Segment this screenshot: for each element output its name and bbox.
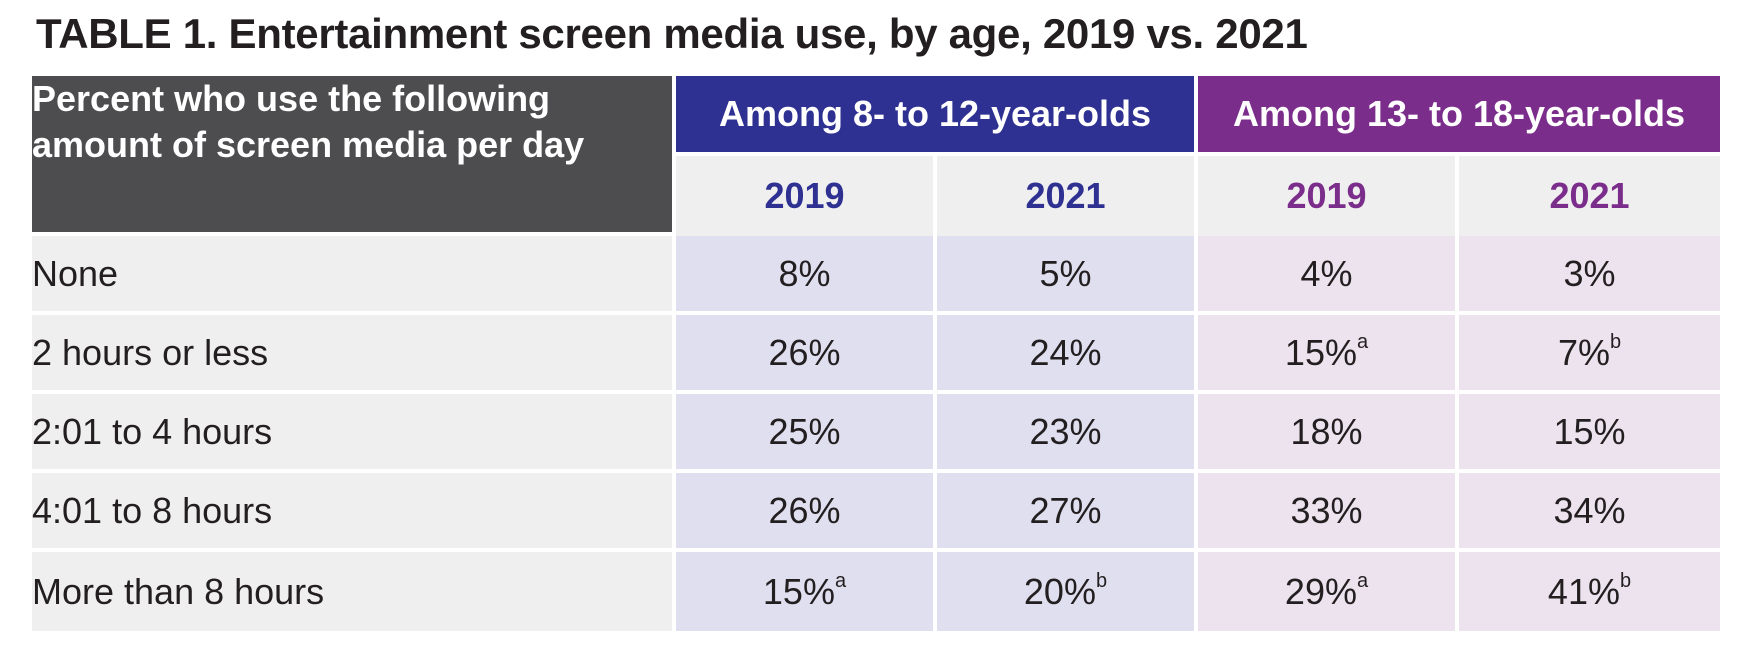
table-title: TABLE 1. Entertainment screen media use,… — [36, 10, 1308, 57]
group-header-8-12: Among 8- to 12-year-olds — [676, 76, 1199, 156]
row-label: None — [32, 236, 676, 315]
table-row: 4:01 to 8 hours 26% 27% 33% 34% — [32, 473, 1721, 552]
value-cell: 18% — [1198, 394, 1460, 473]
value-cell: 24% — [937, 315, 1199, 394]
value-cell: 15% — [1459, 394, 1721, 473]
year-header-13-18-2019: 2019 — [1198, 156, 1460, 236]
value-cell: 20%b — [937, 552, 1199, 631]
value-cell: 15%a — [676, 552, 937, 631]
value-text: 15% — [1553, 410, 1626, 452]
value-text: 27% — [1029, 489, 1102, 531]
table-row: 2 hours or less 26% 24% 15%a 7%b — [32, 315, 1721, 394]
value-cell: 26% — [676, 473, 937, 552]
value-text: 26% — [768, 489, 841, 531]
value-text: 33% — [1290, 489, 1363, 531]
table-row: None 8% 5% 4% 3% — [32, 236, 1721, 315]
value-cell: 23% — [937, 394, 1199, 473]
value-text: 20% — [1023, 570, 1096, 612]
year-header-8-12-2019: 2019 — [676, 156, 937, 236]
value-text: 25% — [768, 410, 841, 452]
row-label-header-line1: Percent who use the following — [32, 78, 551, 119]
value-cell: 5% — [937, 236, 1199, 315]
value-text: 34% — [1553, 489, 1626, 531]
significance-footnote-marker: a — [834, 569, 847, 592]
significance-footnote-marker: a — [1356, 569, 1369, 592]
row-label-header: Percent who use the following amount of … — [32, 76, 676, 236]
significance-footnote-marker: b — [1609, 330, 1622, 353]
row-label: 2:01 to 4 hours — [32, 394, 676, 473]
group-header-13-18: Among 13- to 18-year-olds — [1198, 76, 1721, 156]
value-cell: 27% — [937, 473, 1199, 552]
value-cell: 33% — [1198, 473, 1460, 552]
value-text: 15% — [1284, 331, 1357, 373]
value-text: 8% — [778, 252, 831, 294]
value-cell: 7%b — [1459, 315, 1721, 394]
value-cell: 25% — [676, 394, 937, 473]
row-label: 4:01 to 8 hours — [32, 473, 676, 552]
year-header-8-12-2021: 2021 — [937, 156, 1199, 236]
row-label-header-line2: amount of screen media per day — [32, 124, 585, 165]
value-text: 5% — [1039, 252, 1092, 294]
value-cell: 4% — [1198, 236, 1460, 315]
significance-footnote-marker: b — [1619, 569, 1632, 592]
value-cell: 8% — [676, 236, 937, 315]
value-cell: 41%b — [1459, 552, 1721, 631]
row-label: 2 hours or less — [32, 315, 676, 394]
value-text: 23% — [1029, 410, 1102, 452]
value-text: 26% — [768, 331, 841, 373]
value-text: 18% — [1290, 410, 1363, 452]
table-row: 2:01 to 4 hours 25% 23% 18% 15% — [32, 394, 1721, 473]
value-text: 4% — [1300, 252, 1353, 294]
value-text: 3% — [1563, 252, 1616, 294]
value-text: 7% — [1557, 331, 1610, 373]
significance-footnote-marker: a — [1356, 330, 1369, 353]
table-row: More than 8 hours 15%a 20%b 29%a 41%b — [32, 552, 1721, 631]
significance-footnote-marker: b — [1095, 569, 1108, 592]
value-cell: 3% — [1459, 236, 1721, 315]
value-cell: 15%a — [1198, 315, 1460, 394]
year-header-13-18-2021: 2021 — [1459, 156, 1721, 236]
value-cell: 26% — [676, 315, 937, 394]
value-text: 24% — [1029, 331, 1102, 373]
screen-media-table: Percent who use the following amount of … — [32, 76, 1721, 631]
value-text: 15% — [762, 570, 835, 612]
value-cell: 29%a — [1198, 552, 1460, 631]
value-cell: 34% — [1459, 473, 1721, 552]
row-label: More than 8 hours — [32, 552, 676, 631]
value-text: 29% — [1284, 570, 1357, 612]
value-text: 41% — [1547, 570, 1620, 612]
